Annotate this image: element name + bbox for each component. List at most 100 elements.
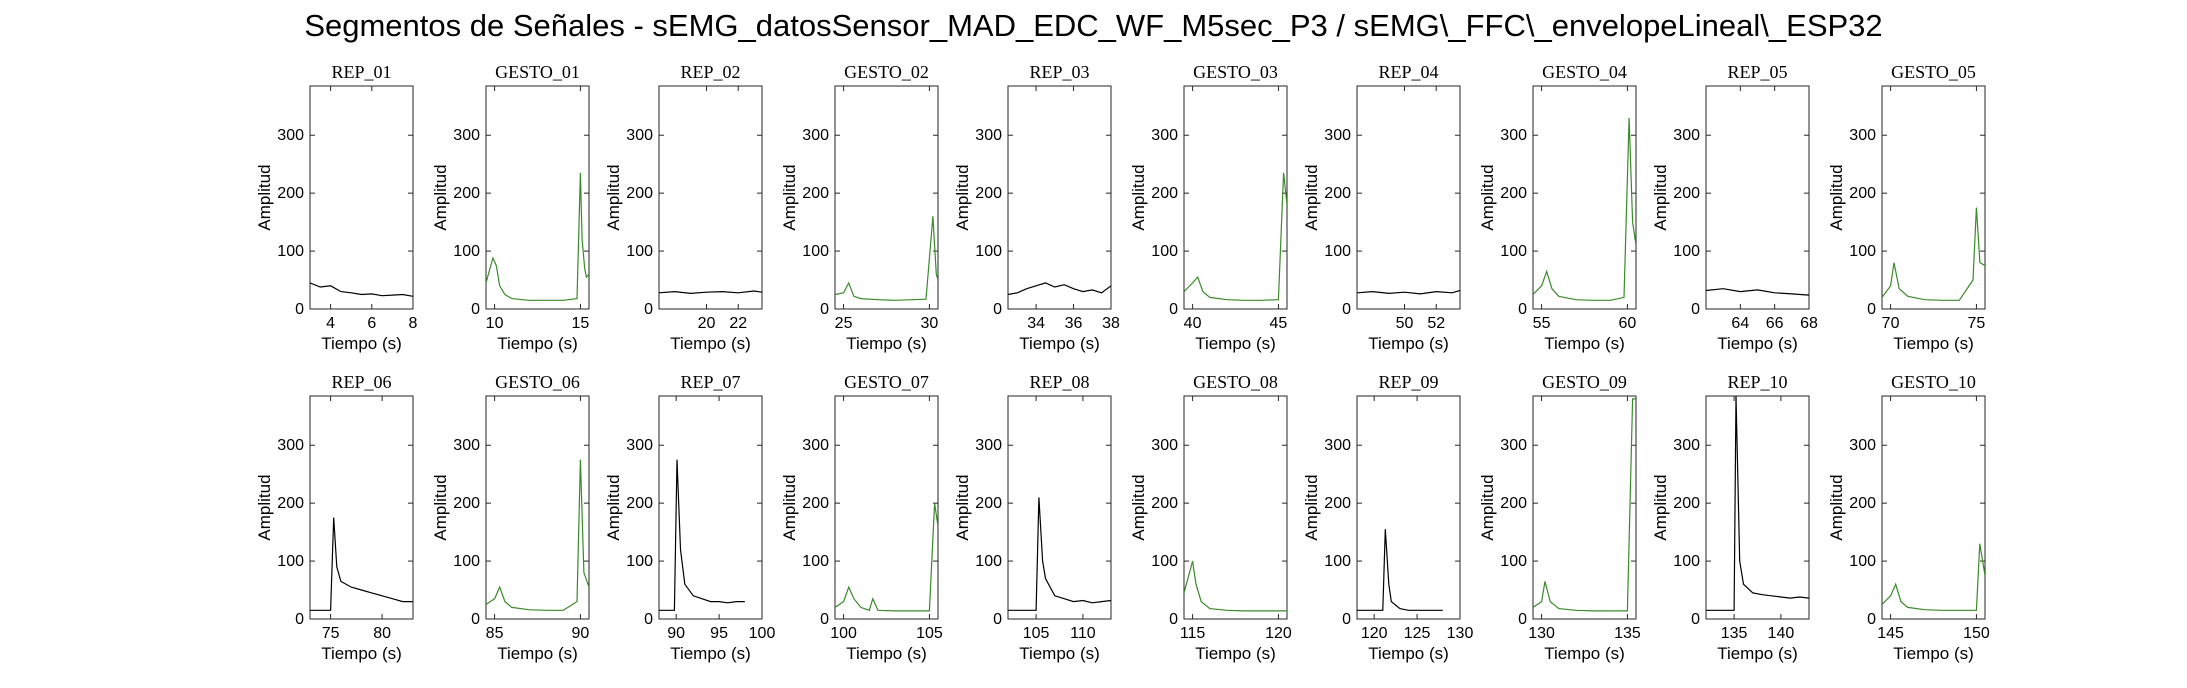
x-axis-label: Tiempo (s)	[1893, 334, 1974, 353]
y-tick-label: 200	[1324, 185, 1351, 202]
subplot-gesto-04: 0 100 200 300 55 60 GESTO_04 Tiempo (s) Amplitud	[1478, 62, 1637, 353]
subplot-rep-02: 0 100 200 300 20 22 REP_02 Tiempo (s) Amplitud	[604, 62, 763, 353]
y-tick-label: 300	[1151, 127, 1178, 144]
y-tick-label: 200	[802, 495, 829, 512]
y-tick-label: 0	[471, 301, 480, 318]
x-tick-label: 38	[1102, 315, 1120, 332]
x-tick-label: 75	[322, 625, 340, 642]
x-tick-label: 22	[729, 315, 747, 332]
y-axis-label: Amplitud	[953, 164, 972, 230]
subplot-gesto-09: 0 100 200 300 130 135 GESTO_09 Tiempo (s) Amplit…	[1478, 372, 1641, 663]
y-tick-label: 100	[1849, 553, 1876, 570]
y-tick-label: 100	[626, 553, 653, 570]
x-axis-label: Tiempo (s)	[1368, 644, 1449, 663]
y-tick-label: 300	[1673, 437, 1700, 454]
y-axis-label: Amplitud	[1827, 474, 1846, 540]
y-tick-label: 300	[1500, 127, 1527, 144]
plot-frame	[1881, 85, 1986, 310]
series-line	[486, 459, 589, 611]
x-axis-label: Tiempo (s)	[1195, 644, 1276, 663]
y-axis-label: Amplitud	[1302, 474, 1321, 540]
y-tick-label: 300	[453, 127, 480, 144]
subplot-title: GESTO_07	[844, 372, 929, 392]
x-tick-label: 135	[1721, 625, 1748, 642]
x-tick-label: 110	[1070, 625, 1096, 642]
y-tick-label: 300	[1324, 127, 1351, 144]
subplot-title: GESTO_03	[1193, 62, 1278, 82]
subplot-rep-09: 0 100 200 300 120 125 130 REP_09 Tiempo (s) Ampli…	[1302, 372, 1473, 663]
plot-frame	[1705, 85, 1810, 310]
x-axis-label: Tiempo (s)	[321, 644, 402, 663]
series-line	[1882, 207, 1985, 301]
y-axis-label: Amplitud	[953, 474, 972, 540]
y-tick-label: 0	[820, 611, 829, 628]
y-tick-label: 0	[1169, 611, 1178, 628]
y-tick-label: 200	[277, 185, 304, 202]
y-tick-label: 200	[975, 495, 1002, 512]
figure-title: Segmentos de Señales - sEMG_datosSensor_…	[304, 8, 1883, 43]
y-tick-label: 300	[1324, 437, 1351, 454]
y-tick-label: 0	[1691, 301, 1700, 318]
x-tick-label: 68	[1800, 315, 1818, 332]
x-tick-label: 70	[1882, 315, 1900, 332]
x-tick-label: 45	[1270, 315, 1288, 332]
x-axis-label: Tiempo (s)	[1019, 334, 1100, 353]
subplot-gesto-08: 0 100 200 300 115 120 GESTO_08 Tiempo (s) Amplit…	[1129, 372, 1292, 663]
y-axis-label: Amplitud	[780, 474, 799, 540]
x-tick-label: 120	[1265, 625, 1292, 642]
y-tick-label: 0	[644, 611, 653, 628]
plot-frame	[1183, 85, 1288, 310]
y-tick-label: 300	[802, 437, 829, 454]
subplot-rep-01: 0 100 200 300 4 6 8 REP_01 Tiempo (s) Amplitud	[255, 62, 418, 353]
series-line	[835, 503, 938, 612]
y-tick-label: 300	[277, 127, 304, 144]
x-axis-label: Tiempo (s)	[1368, 334, 1449, 353]
x-axis-label: Tiempo (s)	[846, 334, 927, 353]
x-axis-label: Tiempo (s)	[321, 334, 402, 353]
series-line	[1184, 172, 1287, 301]
plot-frame	[1881, 395, 1986, 620]
series-line	[1008, 497, 1111, 611]
plot-frame	[1007, 395, 1112, 620]
x-tick-label: 145	[1877, 625, 1904, 642]
subplot-gesto-06: 0 100 200 300 85 90 GESTO_06 Tiempo (s) Amplitud	[431, 372, 590, 663]
y-tick-label: 300	[453, 437, 480, 454]
plot-frame	[1356, 85, 1461, 310]
x-tick-label: 55	[1533, 315, 1551, 332]
subplot-title: GESTO_10	[1891, 372, 1976, 392]
y-tick-label: 300	[1849, 437, 1876, 454]
y-tick-label: 100	[1151, 553, 1178, 570]
y-tick-label: 200	[802, 185, 829, 202]
y-tick-label: 100	[1673, 243, 1700, 260]
subplot-gesto-03: 0 100 200 300 40 45 GESTO_03 Tiempo (s) Amplitud	[1129, 62, 1288, 353]
subplot-rep-04: 0 100 200 300 50 52 REP_04 Tiempo (s) Amplitud	[1302, 62, 1461, 353]
y-tick-label: 0	[295, 301, 304, 318]
plot-frame	[485, 395, 590, 620]
y-tick-label: 0	[471, 611, 480, 628]
y-axis-label: Amplitud	[1827, 164, 1846, 230]
y-axis-label: Amplitud	[1129, 164, 1148, 230]
x-tick-label: 25	[835, 315, 853, 332]
x-tick-label: 66	[1766, 315, 1784, 332]
y-tick-label: 0	[993, 611, 1002, 628]
x-tick-label: 36	[1065, 315, 1083, 332]
series-line	[1533, 117, 1636, 301]
series-line	[1533, 398, 1636, 612]
plot-frame	[309, 395, 414, 620]
plot-frame	[1356, 395, 1461, 620]
x-tick-label: 8	[409, 315, 418, 332]
series-line	[659, 459, 745, 611]
series-line	[1357, 529, 1443, 611]
y-axis-label: Amplitud	[1129, 474, 1148, 540]
subplot-title: GESTO_08	[1193, 372, 1278, 392]
y-tick-label: 200	[1500, 495, 1527, 512]
x-tick-label: 130	[1528, 625, 1555, 642]
x-tick-label: 64	[1731, 315, 1749, 332]
x-axis-label: Tiempo (s)	[1717, 334, 1798, 353]
y-tick-label: 0	[1691, 611, 1700, 628]
x-tick-label: 135	[1614, 625, 1641, 642]
x-tick-label: 85	[486, 625, 504, 642]
x-axis-label: Tiempo (s)	[497, 334, 578, 353]
